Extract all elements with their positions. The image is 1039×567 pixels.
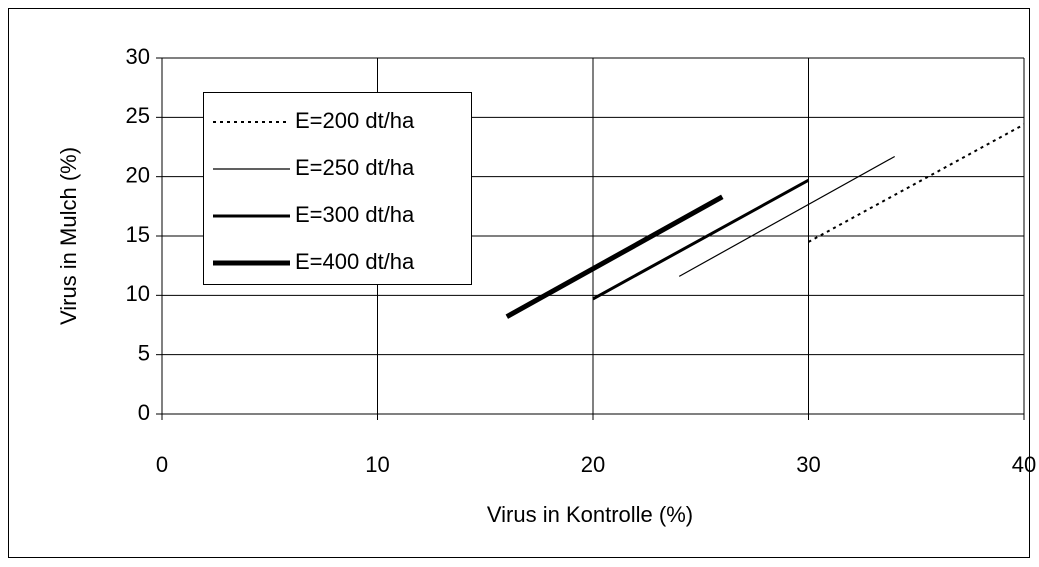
chart-border (8, 8, 1030, 558)
y-axis-title: Virus in Mulch (%) (56, 147, 81, 325)
x-axis-title: Virus in Kontrolle (%) (487, 502, 693, 527)
series-line (808, 123, 1025, 243)
y-tick-label: 30 (126, 44, 150, 69)
y-tick-label: 5 (138, 340, 150, 365)
legend-label: E=200 dt/ha (295, 108, 415, 133)
legend-label: E=250 dt/ha (295, 155, 415, 180)
y-tick-label: 0 (138, 400, 150, 425)
y-tick-label: 25 (126, 103, 150, 128)
legend-label: E=300 dt/ha (295, 202, 415, 227)
x-tick-label: 30 (796, 452, 820, 477)
series-line (592, 178, 810, 301)
y-tick-label: 20 (126, 162, 150, 187)
series-line (505, 194, 724, 319)
x-tick-label: 10 (365, 452, 389, 477)
legend-box (203, 92, 472, 285)
x-tick-label: 40 (1012, 452, 1036, 477)
x-tick-label: 20 (581, 452, 605, 477)
x-tick-label: 0 (156, 452, 168, 477)
y-tick-label: 15 (126, 222, 150, 247)
legend-label: E=400 dt/ha (295, 249, 415, 274)
y-tick-label: 10 (126, 281, 150, 306)
legend: E=200 dt/ha E=250 dt/ha E=300 dt/ha E=400 d… (203, 92, 472, 285)
series-line (678, 155, 895, 277)
